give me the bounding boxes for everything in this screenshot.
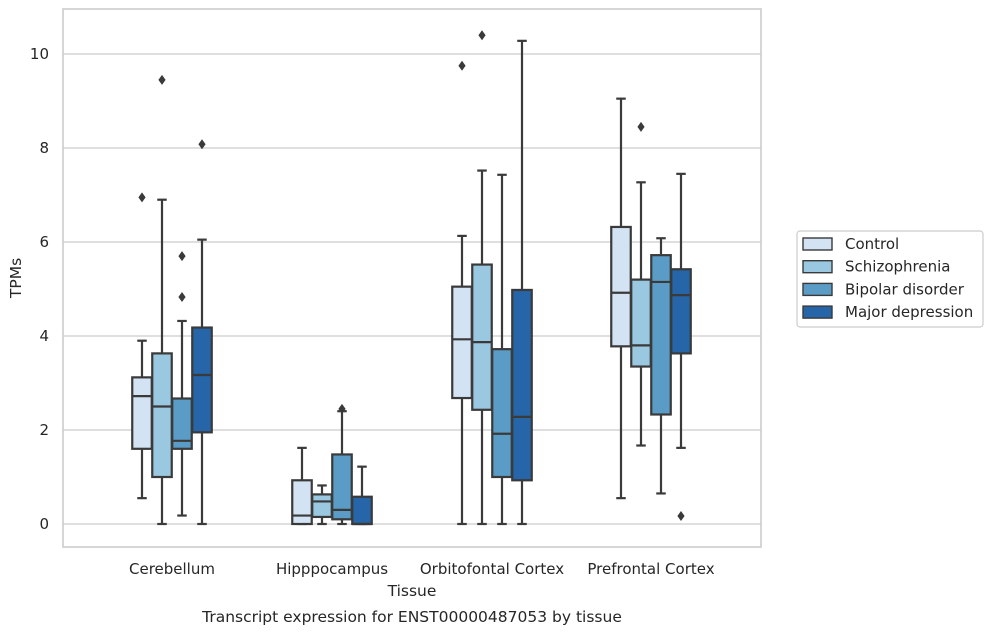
box-iqr (511, 288, 533, 482)
x-tick-label: Orbitofontal Cortex (420, 560, 564, 578)
x-tick-label: Prefrontal Cortex (587, 560, 714, 578)
box-iqr (610, 225, 632, 348)
y-tick-label: 2 (39, 421, 49, 439)
outlier-point (677, 511, 685, 522)
y-tick-label: 6 (39, 233, 49, 251)
y-tick-labels: 0 2 4 6 8 10 (30, 45, 49, 533)
legend-swatch (802, 282, 833, 297)
legend-entry: Major depression (845, 303, 973, 321)
box-bipolar-disorder (331, 403, 353, 526)
legend-entry: Schizophrenia (845, 258, 950, 276)
outlier-point (178, 291, 186, 302)
outlier-point (478, 30, 486, 41)
box-control (610, 97, 632, 500)
y-tick-label: 0 (39, 515, 49, 533)
outlier-point (338, 403, 346, 414)
box-iqr (491, 348, 513, 479)
box-iqr (311, 493, 333, 519)
y-tick-label: 10 (30, 45, 49, 63)
box-iqr (291, 479, 313, 526)
box-iqr (630, 278, 652, 368)
box-control (131, 192, 153, 500)
box-iqr (191, 326, 213, 434)
chart-title: Transcript expression for ENST0000048705… (201, 608, 622, 626)
x-tick-labels: Cerebellum Hipppocampus Orbitofontal Corte… (129, 560, 715, 578)
box-iqr (451, 285, 473, 400)
box-control (451, 60, 473, 526)
box-bipolar-disorder (171, 251, 193, 517)
y-axis-label: TPMs (7, 258, 25, 299)
y-tick-label: 8 (39, 139, 49, 157)
outlier-point (138, 192, 146, 203)
outlier-point (178, 251, 186, 262)
outlier-point (158, 74, 166, 85)
plot-frame (62, 8, 762, 548)
box-iqr (351, 495, 373, 526)
box-major-depression (191, 139, 213, 526)
box-iqr (331, 453, 353, 521)
box-iqr (670, 268, 692, 355)
outlier-point (198, 139, 206, 150)
plot-area (63, 9, 761, 547)
box-iqr (471, 263, 493, 411)
x-tick-label: Cerebellum (129, 560, 215, 578)
box-iqr (131, 376, 153, 450)
legend-entry: Bipolar disorder (845, 280, 965, 298)
legend-swatch (802, 305, 833, 319)
box-iqr (650, 254, 672, 416)
y-tick-label: 4 (39, 327, 49, 345)
x-tick-label: Hipppocampus (276, 560, 388, 578)
box-major-depression (670, 172, 692, 522)
box-control (291, 446, 313, 526)
box-schizophrenia (311, 484, 333, 526)
box-plots (131, 30, 692, 526)
legend-frame (796, 230, 984, 328)
box-bipolar-disorder (491, 173, 513, 526)
box-schizophrenia (471, 30, 493, 526)
legend-entry: Control (845, 235, 899, 253)
outlier-point (637, 121, 645, 132)
legend-swatch (802, 237, 833, 251)
legend-swatch (802, 260, 833, 274)
legend: Control Schizophrenia Bipolar disorder Majo… (796, 230, 984, 328)
x-axis-label: Tissue (387, 582, 437, 600)
box-iqr (151, 352, 173, 479)
outlier-point (458, 60, 466, 71)
box-major-depression (351, 465, 373, 526)
box-major-depression (511, 39, 533, 526)
